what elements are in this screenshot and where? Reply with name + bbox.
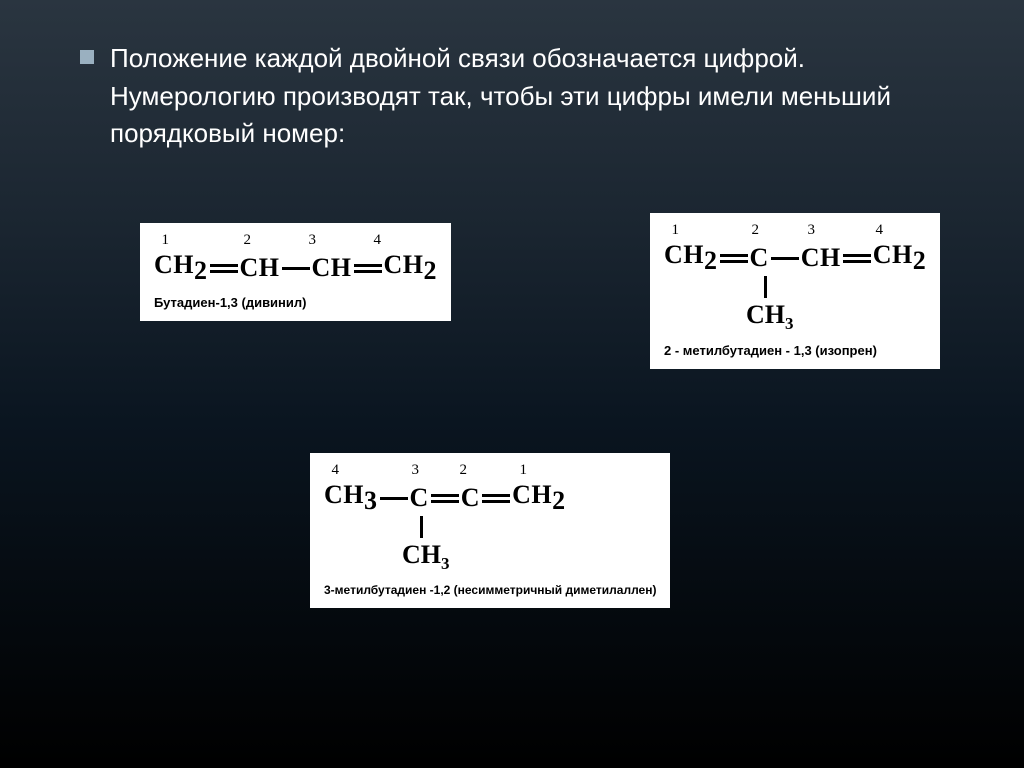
slide-heading: Положение каждой двойной связи обозначае… (110, 40, 964, 153)
formula-dimethylallene: 4321CH3CCCH2CH33-метилбутадиен -1,2 (нес… (310, 453, 670, 608)
double-bond-icon (843, 254, 871, 263)
chem-group: CH2 (664, 242, 718, 274)
carbon-number: 2 (169, 233, 251, 248)
chain: CH2 C CH CH2 (664, 242, 926, 274)
carbon-number: 4 (815, 223, 883, 238)
carbon-number: 3 (339, 463, 419, 478)
carbon-number: 1 (154, 233, 169, 248)
heading-row: Положение каждой двойной связи обозначае… (80, 40, 964, 153)
chem-group: C (410, 485, 429, 511)
branch: CH3 (764, 274, 926, 332)
double-bond-icon (354, 264, 382, 273)
chem-group: CH2 (384, 252, 438, 284)
carbon-number: 2 (679, 223, 759, 238)
carbon-number: 3 (759, 223, 815, 238)
formula-caption: Бутадиен-1,3 (дивинил) (154, 296, 437, 309)
carbon-number: 2 (419, 463, 467, 478)
carbon-number: 1 (467, 463, 527, 478)
double-bond-icon (482, 494, 510, 503)
chem-group: CH2 (154, 252, 208, 284)
single-bond-icon (282, 267, 310, 270)
formula-caption: 2 - метилбутадиен - 1,3 (изопрен) (664, 344, 926, 357)
formula-butadiene: 1234CH2CHCHCH2Бутадиен-1,3 (дивинил) (140, 223, 451, 321)
chain: CH3 C C CH2 (324, 482, 656, 514)
branch-group: CH3 (746, 302, 794, 332)
chem-group: CH (240, 255, 280, 281)
chem-group: CH (801, 245, 841, 271)
double-bond-icon (720, 254, 748, 263)
vertical-bond-icon (764, 276, 767, 298)
double-bond-icon (431, 494, 459, 503)
carbon-number: 4 (324, 463, 339, 478)
single-bond-icon (380, 497, 408, 500)
chem-group: CH2 (873, 242, 927, 274)
double-bond-icon (210, 264, 238, 273)
single-bond-icon (771, 257, 799, 260)
chem-group: CH (312, 255, 352, 281)
chem-group: C (461, 485, 480, 511)
formula-isoprene: 1234CH2CCHCH2CH32 - метилбутадиен - 1,3 … (650, 213, 940, 369)
chem-group: CH3 (324, 482, 378, 514)
branch-group: CH3 (402, 542, 450, 572)
branch: CH3 (420, 514, 656, 572)
carbon-number: 4 (316, 233, 381, 248)
carbon-numbers: 1234 (664, 223, 926, 238)
carbon-number: 3 (251, 233, 316, 248)
chem-group: C (750, 245, 769, 271)
carbon-numbers: 4321 (324, 463, 656, 478)
bullet-square-icon (80, 50, 94, 64)
carbon-number: 1 (664, 223, 679, 238)
formula-area: 1234CH2CHCHCH2Бутадиен-1,3 (дивинил) 123… (80, 193, 964, 713)
chain: CH2 CH CH CH2 (154, 252, 437, 284)
formula-caption: 3-метилбутадиен -1,2 (несимметричный дим… (324, 584, 656, 596)
carbon-numbers: 1234 (154, 233, 437, 248)
vertical-bond-icon (420, 516, 423, 538)
chem-group: CH2 (512, 482, 566, 514)
